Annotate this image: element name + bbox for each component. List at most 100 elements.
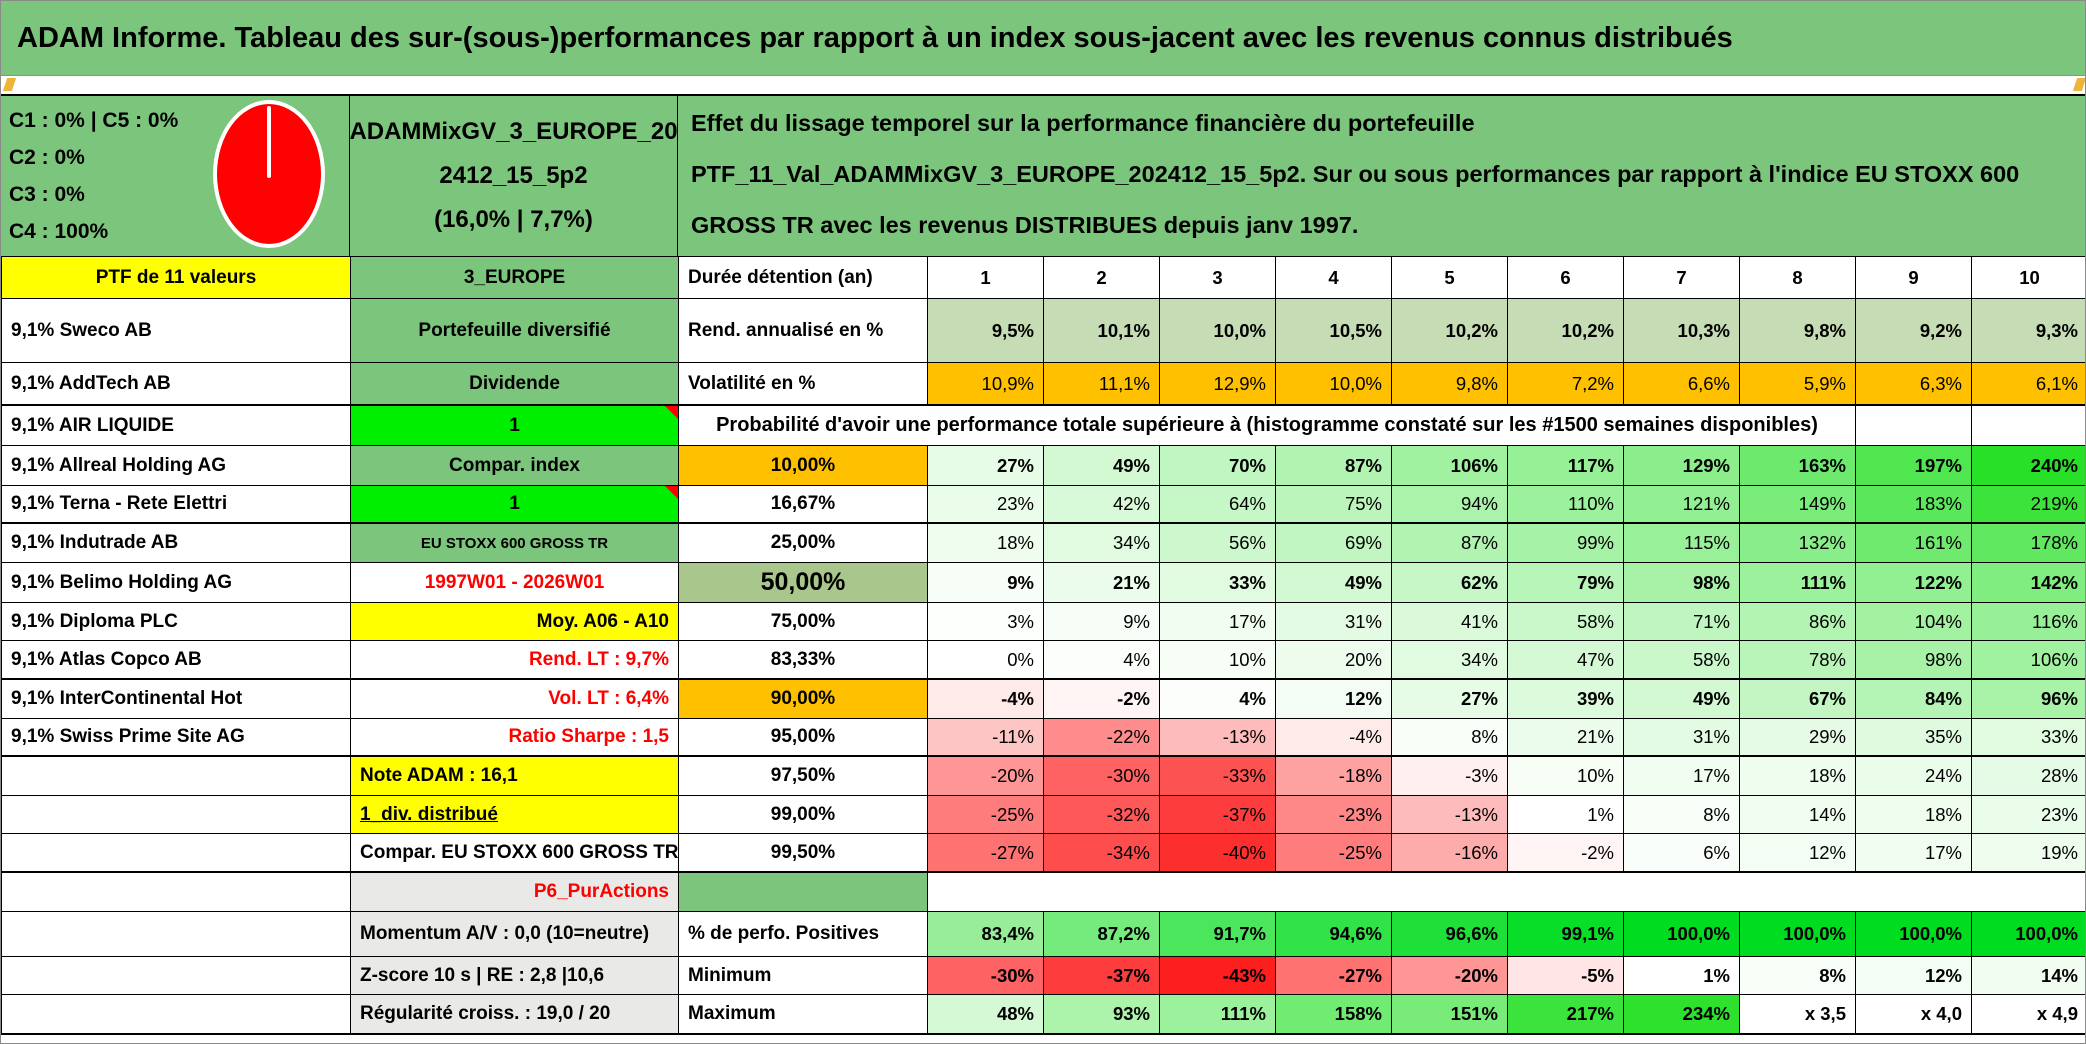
value-cell[interactable]: -37% [1044,957,1160,995]
col-a-cell[interactable]: 9,1% Terna - Rete Elettri [2,486,351,524]
value-cell[interactable]: 8% [1740,957,1856,995]
value-cell[interactable]: 41% [1392,603,1508,641]
portfolio-name-cell[interactable]: ADAMMixGV_3_EUROPE_20 2412_15_5p2 (16,0%… [350,96,678,256]
value-cell[interactable]: 18% [1856,796,1972,834]
value-cell[interactable]: -18% [1276,757,1392,796]
value-cell[interactable]: 4% [1044,641,1160,680]
value-cell[interactable]: 83,4% [928,912,1044,957]
col-a-cell[interactable] [2,995,351,1034]
col-a-cell[interactable]: 9,1% Allreal Holding AG [2,446,351,486]
col-a-cell[interactable]: 9,1% Swiss Prime Site AG [2,719,351,757]
value-cell[interactable]: 56% [1160,524,1276,563]
value-cell[interactable]: 240% [1972,446,2085,486]
value-cell[interactable]: 27% [928,446,1044,486]
value-cell[interactable]: 31% [1276,603,1392,641]
value-cell[interactable]: 8% [1624,796,1740,834]
row-label-cell[interactable]: 99,50% [679,834,928,873]
value-cell[interactable]: 6,3% [1856,363,1972,406]
row-label-cell[interactable]: 83,33% [679,641,928,680]
value-cell[interactable]: -33% [1160,757,1276,796]
value-cell[interactable]: 58% [1508,603,1624,641]
value-cell[interactable]: -2% [1044,680,1160,719]
col-b-cell[interactable]: Rend. LT : 9,7% [351,641,679,680]
row-label-cell[interactable]: % de perfo. Positives [679,912,928,957]
value-cell[interactable]: 10% [1160,641,1276,680]
value-cell[interactable]: 69% [1276,524,1392,563]
col-a-cell[interactable] [2,757,351,796]
value-cell[interactable]: 100,0% [1740,912,1856,957]
value-cell[interactable]: -30% [928,957,1044,995]
value-cell[interactable]: 17% [1856,834,1972,873]
value-cell[interactable]: 21% [1508,719,1624,757]
row-label-cell[interactable]: Durée détention (an) [679,257,928,299]
value-cell[interactable]: 219% [1972,486,2085,524]
value-cell[interactable]: -20% [1392,957,1508,995]
value-cell[interactable]: -3% [1392,757,1508,796]
col-b-cell[interactable]: Dividende [351,363,679,406]
value-cell[interactable]: 10 [1972,257,2085,299]
value-cell[interactable]: -2% [1508,834,1624,873]
value-cell[interactable]: 9,8% [1740,299,1856,363]
value-cell[interactable]: 6,6% [1624,363,1740,406]
value-cell[interactable]: 6% [1624,834,1740,873]
value-cell[interactable]: 100,0% [1624,912,1740,957]
value-cell[interactable]: -20% [928,757,1044,796]
value-cell[interactable]: 33% [1972,719,2085,757]
col-b-cell[interactable]: 1997W01 - 2026W01 [351,563,679,603]
value-cell[interactable]: 7 [1624,257,1740,299]
value-cell[interactable]: 87,2% [1044,912,1160,957]
value-cell[interactable]: 10,2% [1392,299,1508,363]
value-cell[interactable]: 142% [1972,563,2085,603]
row-label-cell[interactable] [679,873,928,912]
value-cell[interactable]: 91,7% [1160,912,1276,957]
col-b-cell[interactable]: P6_PurActions [351,873,679,912]
value-cell[interactable]: 8 [1740,257,1856,299]
value-cell[interactable]: 49% [1276,563,1392,603]
col-a-cell[interactable] [2,796,351,834]
value-cell[interactable]: 18% [928,524,1044,563]
value-cell[interactable]: 9% [928,563,1044,603]
value-cell[interactable]: 12% [1856,957,1972,995]
col-b-cell[interactable]: Momentum A/V : 0,0 (10=neutre) [351,912,679,957]
value-cell[interactable]: 19% [1972,834,2085,873]
value-cell[interactable]: 3 [1160,257,1276,299]
value-cell[interactable]: 111% [1740,563,1856,603]
row-label-cell[interactable]: 25,00% [679,524,928,563]
col-a-cell[interactable]: 9,1% Atlas Copco AB [2,641,351,680]
col-b-cell[interactable]: Compar. index [351,446,679,486]
value-cell[interactable]: 9 [1856,257,1972,299]
value-cell[interactable]: 94,6% [1276,912,1392,957]
col-a-cell[interactable]: 9,1% AIR LIQUIDE [2,406,351,446]
col-b-cell[interactable]: Moy. A06 - A10 [351,603,679,641]
value-cell[interactable]: 98% [1624,563,1740,603]
value-cell[interactable]: x 4,0 [1856,995,1972,1034]
row-label-cell[interactable]: Maximum [679,995,928,1034]
value-cell[interactable]: 104% [1856,603,1972,641]
value-cell[interactable]: 70% [1160,446,1276,486]
row-label-cell[interactable]: 97,50% [679,757,928,796]
value-cell[interactable]: 71% [1624,603,1740,641]
value-cell[interactable]: 183% [1856,486,1972,524]
value-cell[interactable]: 48% [928,995,1044,1034]
value-cell[interactable]: 121% [1624,486,1740,524]
value-cell[interactable]: 18% [1740,757,1856,796]
value-cell[interactable]: 1% [1624,957,1740,995]
value-cell[interactable]: 78% [1740,641,1856,680]
value-cell[interactable]: 4% [1160,680,1276,719]
value-cell[interactable]: 11,1% [1044,363,1160,406]
value-cell[interactable]: 29% [1740,719,1856,757]
value-cell[interactable]: -11% [928,719,1044,757]
value-cell[interactable]: 5 [1392,257,1508,299]
row-label-cell[interactable]: 99,00% [679,796,928,834]
value-cell[interactable]: 39% [1508,680,1624,719]
value-cell[interactable]: 129% [1624,446,1740,486]
value-cell[interactable]: 87% [1276,446,1392,486]
value-cell[interactable]: 20% [1276,641,1392,680]
row-label-cell[interactable]: 10,00% [679,446,928,486]
col-a-cell[interactable] [2,873,351,912]
value-cell[interactable]: -30% [1044,757,1160,796]
value-cell[interactable]: 96,6% [1392,912,1508,957]
value-cell[interactable]: 17% [1624,757,1740,796]
value-cell[interactable]: -4% [1276,719,1392,757]
value-cell[interactable]: -34% [1044,834,1160,873]
